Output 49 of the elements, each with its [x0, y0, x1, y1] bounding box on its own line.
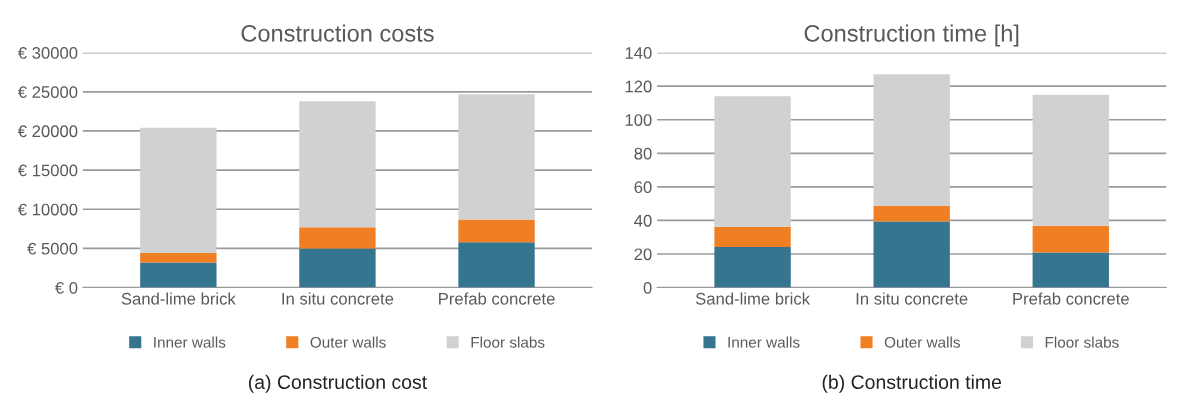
x-tick-label: In situ concrete — [856, 292, 968, 305]
bar — [714, 246, 791, 288]
bar — [873, 221, 950, 288]
text: (b) Construction time — [822, 374, 1002, 393]
bar — [1032, 225, 1109, 253]
x-tick-label: Prefab concrete — [439, 292, 555, 305]
y-tick-label: 40 — [634, 214, 652, 227]
y-tick-label: € 5000 — [27, 242, 78, 255]
y-tick-label: € 25000 — [17, 86, 78, 98]
y-tick-label: 20 — [634, 248, 652, 261]
bar — [1032, 252, 1109, 288]
y-tick-label: 80 — [634, 147, 652, 160]
bar — [299, 101, 376, 228]
y-tick-label: 100 — [625, 114, 652, 126]
legend-label: Floor slabs — [471, 336, 545, 348]
y-tick-label: 140 — [625, 47, 652, 59]
y-tick-label: € 20000 — [17, 125, 78, 138]
y-tick-label: 0 — [643, 281, 652, 294]
bar — [140, 127, 217, 254]
chart-title: Construction time [h] — [804, 24, 1019, 47]
text: (a) Construction cost — [248, 374, 427, 393]
y-tick-label: € 15000 — [17, 164, 78, 177]
bar — [714, 226, 791, 247]
bar — [299, 227, 376, 249]
y-tick-label: € 10000 — [17, 203, 78, 216]
chart-title: Construction costs — [241, 24, 434, 42]
x-tick-label: Prefab concrete — [1013, 292, 1129, 305]
bar — [873, 74, 950, 206]
bar — [873, 205, 950, 222]
bar — [140, 253, 217, 263]
x-tick-label: Sand-lime brick — [695, 292, 811, 305]
bar — [458, 219, 535, 243]
y-tick-label: € 30000 — [17, 47, 78, 59]
legend-label: Floor slabs — [1045, 336, 1119, 348]
bar — [714, 96, 791, 227]
x-tick-label: Sand-lime brick — [121, 292, 236, 305]
y-tick-label: € 0 — [54, 281, 78, 294]
bar — [1032, 94, 1109, 226]
legend-label: Inner walls — [154, 336, 226, 348]
legend-label: Inner walls — [728, 336, 800, 348]
y-tick-label: 120 — [625, 80, 652, 93]
x-tick-label: In situ concrete — [282, 292, 394, 305]
bar — [140, 262, 217, 288]
y-tick-label: 60 — [634, 181, 652, 194]
bar — [458, 242, 535, 288]
legend-label: Outer walls — [884, 336, 960, 348]
bar — [299, 248, 376, 288]
bar — [458, 94, 535, 220]
legend-label: Outer walls — [310, 336, 386, 348]
